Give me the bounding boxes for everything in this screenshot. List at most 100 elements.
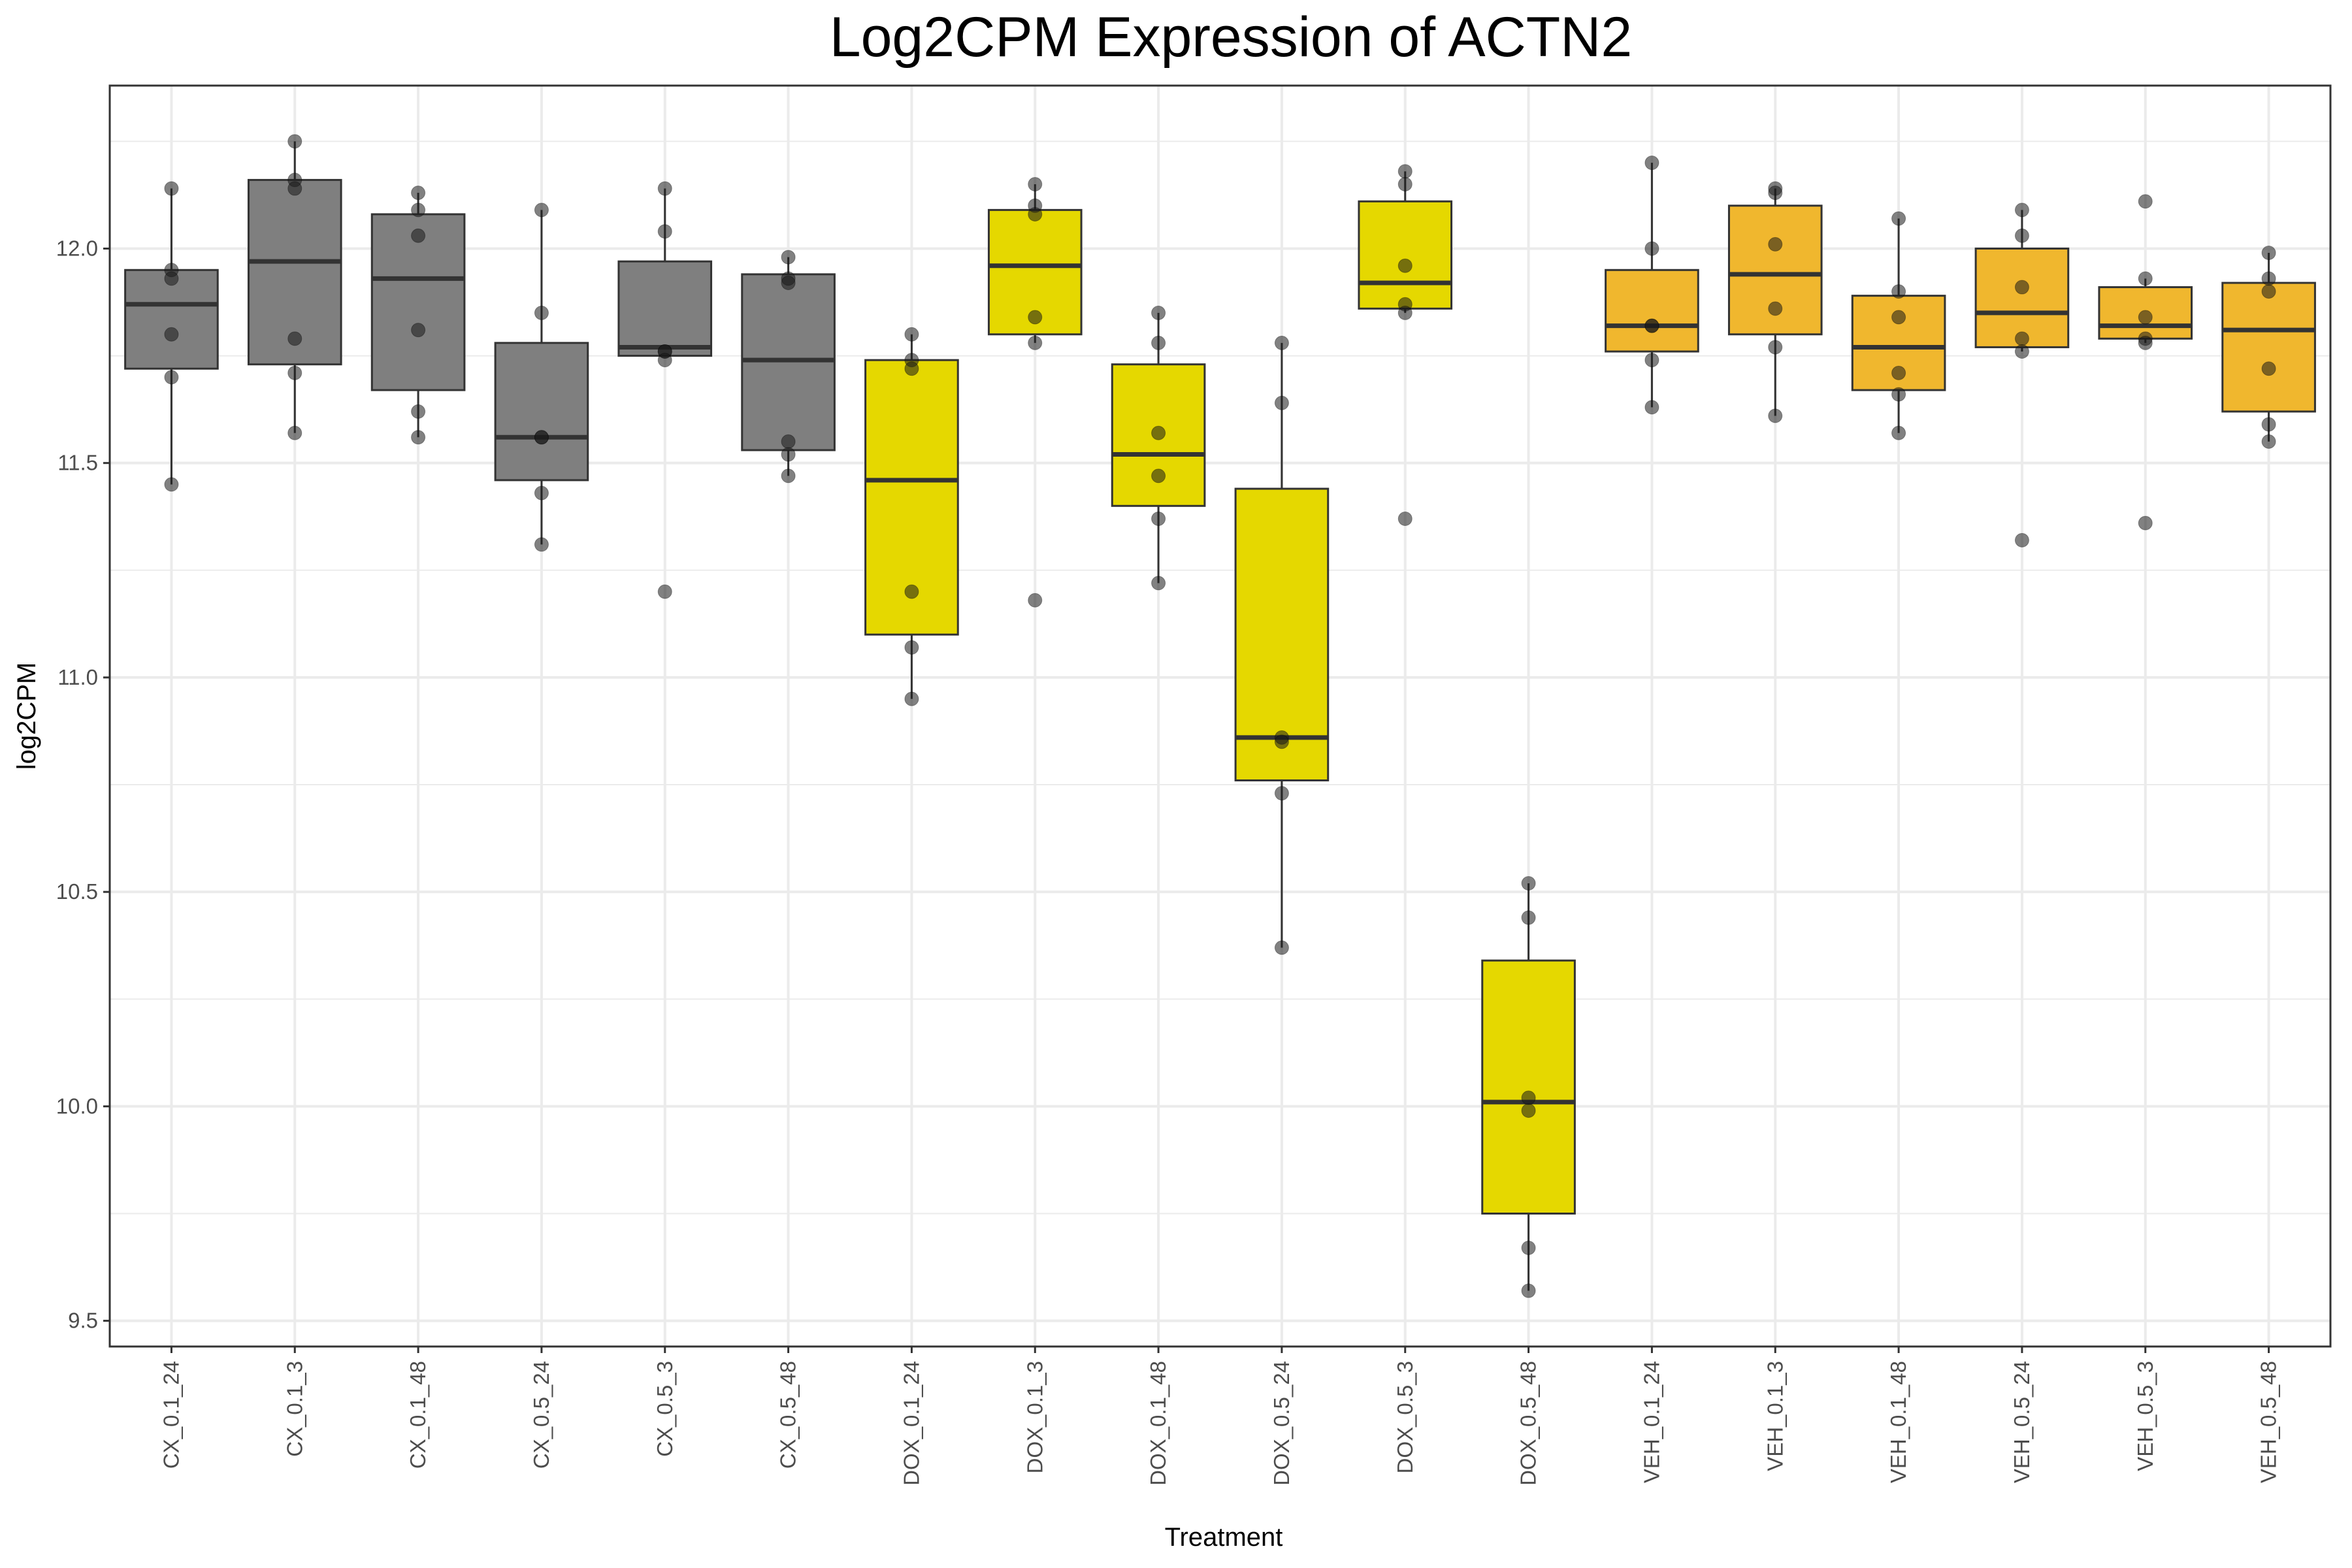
data-point (1274, 786, 1289, 801)
data-point (2261, 284, 2276, 299)
y-axis-title: log2CPM (12, 662, 41, 770)
data-point (904, 361, 919, 376)
data-point (2014, 203, 2029, 218)
data-point (1521, 1241, 1536, 1256)
data-point (2261, 361, 2276, 376)
data-point (1768, 301, 1783, 316)
x-tick-label: DOX_0.1_3 (1022, 1361, 1047, 1473)
data-point (411, 203, 426, 218)
data-point (1274, 395, 1289, 410)
data-point (1768, 237, 1783, 252)
data-point (287, 331, 302, 346)
box (124, 269, 219, 370)
data-point (411, 186, 426, 201)
data-point (904, 584, 919, 599)
data-point (657, 224, 672, 239)
data-point (657, 181, 672, 196)
data-points (164, 134, 2276, 1298)
data-point (2261, 434, 2276, 449)
data-point (2014, 331, 2029, 346)
data-point (904, 640, 919, 655)
data-point (1397, 305, 1413, 320)
data-point (534, 305, 549, 320)
x-tick-label: DOX_0.5_48 (1516, 1361, 1541, 1486)
x-tick-label: VEH_0.5_3 (2133, 1361, 2157, 1471)
data-point (287, 134, 302, 149)
data-point (1521, 876, 1536, 891)
data-point (1644, 400, 1659, 415)
x-tick-label: CX_0.5_24 (529, 1361, 553, 1469)
box (1358, 200, 1453, 310)
data-point (781, 434, 796, 449)
data-point (411, 430, 426, 445)
x-tick-label: VEH_0.1_48 (1886, 1361, 1910, 1483)
box (2221, 282, 2316, 413)
data-point (1274, 734, 1289, 749)
data-point (1028, 335, 1043, 350)
data-point (411, 323, 426, 338)
data-point (781, 275, 796, 290)
data-point (287, 181, 302, 196)
data-point (781, 250, 796, 265)
data-point (1891, 284, 1906, 299)
x-tick-label: CX_0.1_24 (159, 1361, 183, 1469)
data-point (287, 425, 302, 440)
x-axis-title: Treatment (1165, 1523, 1283, 1552)
data-point (1151, 576, 1166, 591)
data-point (1644, 155, 1659, 171)
data-point (904, 327, 919, 342)
data-point (1891, 365, 1906, 380)
data-point (2014, 228, 2029, 243)
data-point (1151, 335, 1166, 350)
panel-border (108, 84, 2332, 1348)
x-tick-label: CX_0.1_3 (282, 1361, 306, 1457)
data-point (2261, 417, 2276, 432)
data-point (1397, 512, 1413, 527)
grid (110, 86, 2330, 1347)
data-point (1028, 176, 1043, 191)
data-point (164, 327, 179, 342)
x-tick-label: CX_0.1_48 (406, 1361, 430, 1469)
data-point (1644, 353, 1659, 368)
y-tick-label: 12.0 (56, 236, 98, 260)
box (617, 260, 713, 357)
data-point (1397, 258, 1413, 273)
x-tick-label: DOX_0.1_24 (899, 1361, 923, 1486)
data-point (781, 468, 796, 483)
data-point (164, 271, 179, 286)
data-point (1151, 425, 1166, 440)
data-point (657, 584, 672, 599)
data-point (1521, 1103, 1536, 1118)
data-point (2014, 532, 2029, 547)
y-tick-label: 10.0 (56, 1094, 98, 1118)
data-point (1768, 340, 1783, 355)
x-tick-label: CX_0.5_3 (653, 1361, 677, 1457)
x-tick-label: VEH_0.5_24 (2010, 1361, 2034, 1483)
data-point (411, 404, 426, 419)
data-point (2138, 271, 2153, 286)
x-tick-label: DOX_0.5_3 (1393, 1361, 1417, 1473)
data-point (1397, 176, 1413, 191)
x-axis: CX_0.1_24 CX_0.1_3 CX_0.1_48 CX_0.5_24 CX_0.… (159, 1347, 2281, 1486)
data-point (1028, 593, 1043, 608)
data-point (1891, 211, 1906, 226)
box (1481, 959, 1576, 1215)
data-point (164, 477, 179, 492)
data-point (1644, 241, 1659, 256)
data-point (534, 203, 549, 218)
y-axis: 9.5 10.0 10.5 11.0 11.5 12.0 (56, 236, 110, 1333)
data-point (904, 691, 919, 706)
y-tick-label: 10.5 (56, 879, 98, 904)
data-point (164, 370, 179, 385)
data-point (2014, 280, 2029, 295)
data-point (1521, 1090, 1536, 1105)
data-point (2138, 194, 2153, 209)
data-point (1521, 910, 1536, 925)
x-tick-label: VEH_0.5_48 (2257, 1361, 2281, 1483)
data-point (411, 228, 426, 243)
data-point (657, 353, 672, 368)
data-point (2138, 310, 2153, 325)
x-tick-label: VEH_0.1_3 (1763, 1361, 1787, 1471)
data-point (534, 537, 549, 552)
